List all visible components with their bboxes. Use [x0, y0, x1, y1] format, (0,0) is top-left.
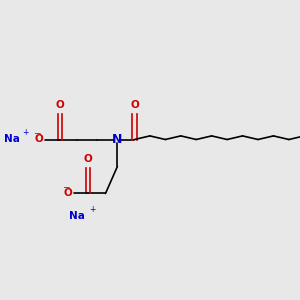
Text: O: O [84, 154, 93, 164]
Text: Na: Na [69, 211, 85, 221]
Text: −: − [33, 128, 40, 137]
Text: O: O [64, 188, 73, 199]
Text: O: O [56, 100, 64, 110]
Text: O: O [34, 134, 43, 145]
Text: O: O [130, 100, 139, 110]
Text: +: + [90, 206, 96, 214]
Text: N: N [112, 133, 123, 146]
Text: −: − [61, 182, 69, 191]
Text: Na: Na [4, 134, 20, 145]
Text: +: + [22, 128, 28, 137]
